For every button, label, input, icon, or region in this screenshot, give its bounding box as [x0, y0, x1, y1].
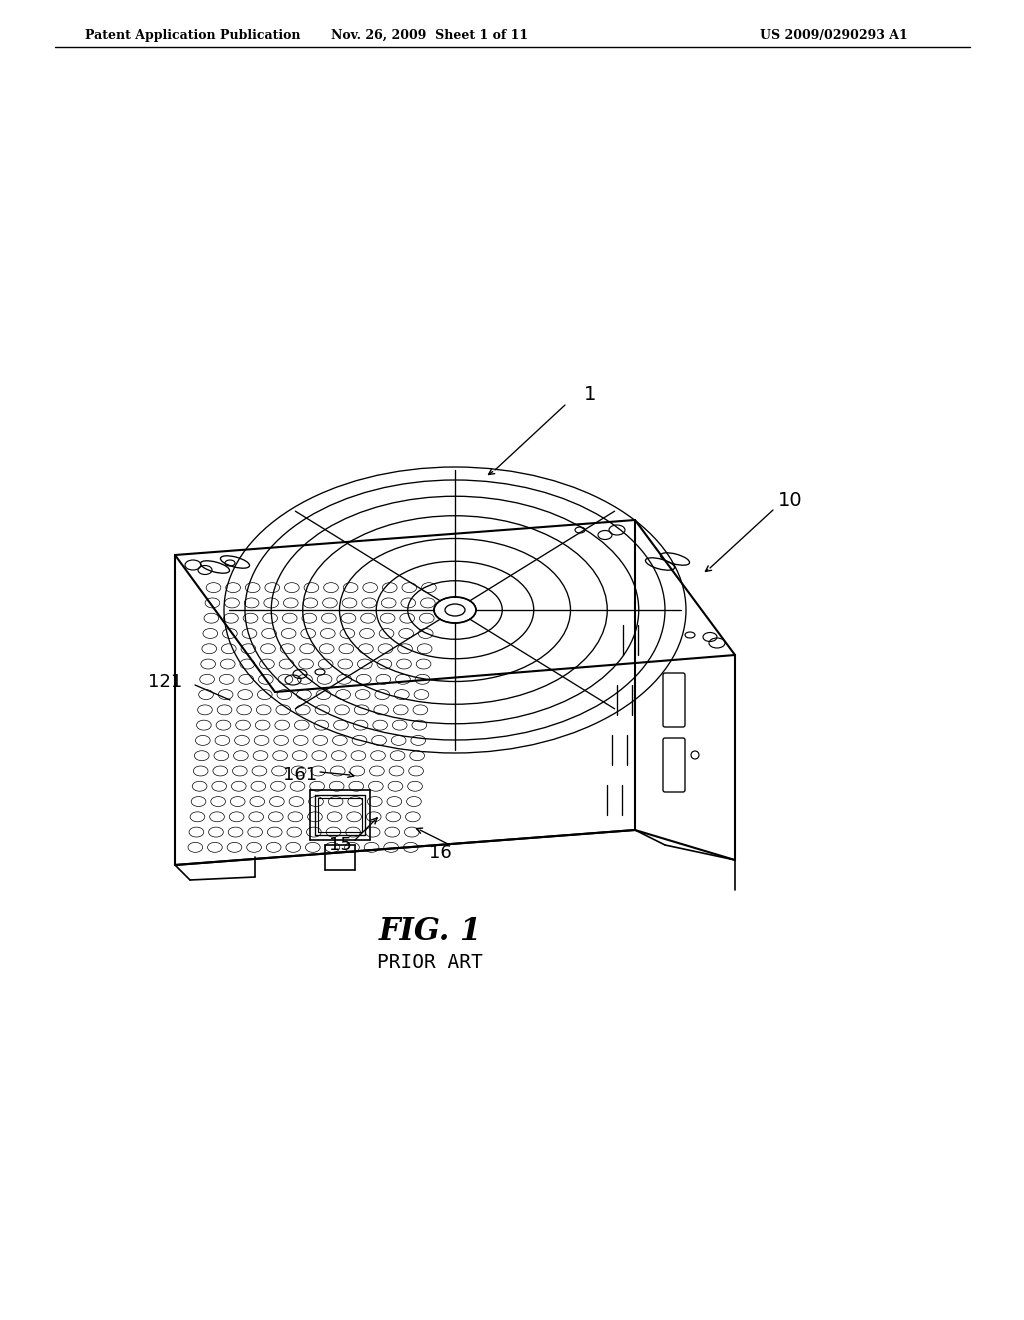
Text: Nov. 26, 2009  Sheet 1 of 11: Nov. 26, 2009 Sheet 1 of 11 — [332, 29, 528, 41]
Text: PRIOR ART: PRIOR ART — [377, 953, 483, 972]
Text: FIG. 1: FIG. 1 — [379, 916, 481, 948]
Text: 16: 16 — [429, 843, 452, 862]
Text: 121: 121 — [147, 673, 182, 690]
Text: 1: 1 — [584, 385, 596, 404]
Text: 15: 15 — [329, 836, 351, 854]
Text: 10: 10 — [777, 491, 803, 510]
Text: Patent Application Publication: Patent Application Publication — [85, 29, 300, 41]
Text: 161: 161 — [283, 766, 317, 784]
Text: US 2009/0290293 A1: US 2009/0290293 A1 — [760, 29, 907, 41]
